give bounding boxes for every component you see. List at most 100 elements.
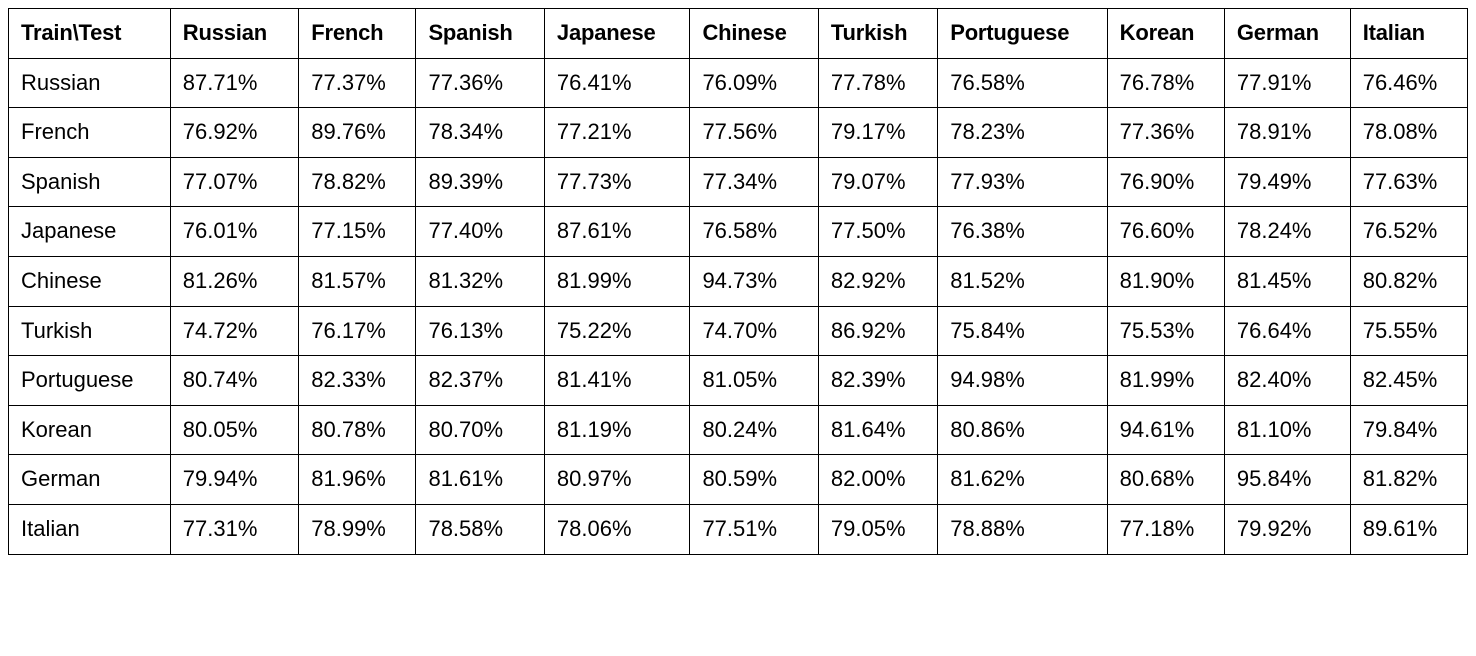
table-body: Russian 87.71% 77.37% 77.36% 76.41% 76.0… [9,58,1468,554]
table-cell: 89.39% [416,157,544,207]
row-label: Chinese [9,256,171,306]
table-cell: 79.49% [1224,157,1350,207]
table-row: Turkish 74.72% 76.17% 76.13% 75.22% 74.7… [9,306,1468,356]
table-cell: 79.94% [170,455,298,505]
table-cell: 81.32% [416,256,544,306]
column-header: Chinese [690,9,818,59]
table-cell: 78.06% [544,504,690,554]
table-cell: 79.17% [818,108,937,158]
table-cell: 78.88% [938,504,1107,554]
table-cell: 80.24% [690,405,818,455]
table-cell: 81.19% [544,405,690,455]
table-cell: 79.92% [1224,504,1350,554]
table-cell: 76.92% [170,108,298,158]
table-cell: 81.57% [299,256,416,306]
column-header: Portuguese [938,9,1107,59]
table-header-row: Train\Test Russian French Spanish Japane… [9,9,1468,59]
table-cell: 78.91% [1224,108,1350,158]
train-test-accuracy-table: Train\Test Russian French Spanish Japane… [8,8,1468,555]
table-cell: 80.86% [938,405,1107,455]
table-cell: 82.92% [818,256,937,306]
column-header: Korean [1107,9,1224,59]
table-cell: 78.82% [299,157,416,207]
table-cell: 78.34% [416,108,544,158]
table-cell: 77.50% [818,207,937,257]
table-row: Korean 80.05% 80.78% 80.70% 81.19% 80.24… [9,405,1468,455]
row-label: Italian [9,504,171,554]
corner-header: Train\Test [9,9,171,59]
table-cell: 76.41% [544,58,690,108]
table-cell: 76.58% [690,207,818,257]
table-row: French 76.92% 89.76% 78.34% 77.21% 77.56… [9,108,1468,158]
table-cell: 81.45% [1224,256,1350,306]
table-cell: 77.51% [690,504,818,554]
column-header: Turkish [818,9,937,59]
table-cell: 75.22% [544,306,690,356]
table-cell: 74.70% [690,306,818,356]
table-cell: 77.36% [1107,108,1224,158]
table-cell: 80.59% [690,455,818,505]
table-row: Italian 77.31% 78.99% 78.58% 78.06% 77.5… [9,504,1468,554]
table-cell: 77.78% [818,58,937,108]
row-label: German [9,455,171,505]
table-cell: 77.63% [1350,157,1467,207]
table-cell: 80.05% [170,405,298,455]
table-cell: 78.08% [1350,108,1467,158]
table-cell: 74.72% [170,306,298,356]
table-cell: 81.26% [170,256,298,306]
table-cell: 82.39% [818,356,937,406]
row-label: Turkish [9,306,171,356]
table-row: German 79.94% 81.96% 81.61% 80.97% 80.59… [9,455,1468,505]
row-label: Korean [9,405,171,455]
table-cell: 76.46% [1350,58,1467,108]
table-cell: 77.73% [544,157,690,207]
table-row: Russian 87.71% 77.37% 77.36% 76.41% 76.0… [9,58,1468,108]
table-cell: 81.10% [1224,405,1350,455]
table-cell: 76.58% [938,58,1107,108]
column-header: French [299,9,416,59]
table-cell: 77.07% [170,157,298,207]
table-cell: 81.64% [818,405,937,455]
table-cell: 81.96% [299,455,416,505]
table-row: Japanese 76.01% 77.15% 77.40% 87.61% 76.… [9,207,1468,257]
table-cell: 77.56% [690,108,818,158]
table-cell: 81.90% [1107,256,1224,306]
table-cell: 89.61% [1350,504,1467,554]
table-row: Spanish 77.07% 78.82% 89.39% 77.73% 77.3… [9,157,1468,207]
table-cell: 80.70% [416,405,544,455]
table-cell: 81.52% [938,256,1107,306]
table-cell: 79.84% [1350,405,1467,455]
table-cell: 76.64% [1224,306,1350,356]
row-label: Spanish [9,157,171,207]
table-cell: 81.62% [938,455,1107,505]
table-cell: 87.61% [544,207,690,257]
table-cell: 77.91% [1224,58,1350,108]
row-label: Portuguese [9,356,171,406]
table-cell: 82.40% [1224,356,1350,406]
table-cell: 77.36% [416,58,544,108]
column-header: Spanish [416,9,544,59]
column-header: German [1224,9,1350,59]
table-cell: 76.38% [938,207,1107,257]
table-row: Chinese 81.26% 81.57% 81.32% 81.99% 94.7… [9,256,1468,306]
table-cell: 77.18% [1107,504,1224,554]
table-cell: 94.61% [1107,405,1224,455]
table-cell: 81.41% [544,356,690,406]
table-cell: 77.15% [299,207,416,257]
table-cell: 86.92% [818,306,937,356]
row-label: Russian [9,58,171,108]
column-header: Italian [1350,9,1467,59]
table-cell: 76.09% [690,58,818,108]
table-cell: 78.99% [299,504,416,554]
table-cell: 82.00% [818,455,937,505]
row-label: Japanese [9,207,171,257]
column-header: Japanese [544,9,690,59]
table-cell: 78.23% [938,108,1107,158]
table-cell: 75.55% [1350,306,1467,356]
table-cell: 79.07% [818,157,937,207]
table-cell: 77.37% [299,58,416,108]
table-cell: 76.90% [1107,157,1224,207]
table-cell: 75.84% [938,306,1107,356]
table-cell: 89.76% [299,108,416,158]
table-cell: 77.34% [690,157,818,207]
